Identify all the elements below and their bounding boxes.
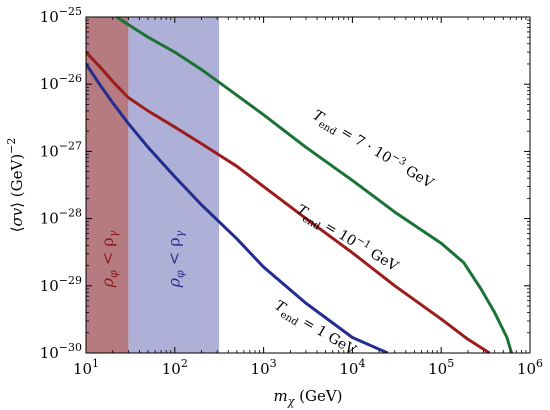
- region-1: [86, 17, 129, 353]
- curve-label-3: Tend = 1 GeV: [270, 298, 359, 362]
- curve-label-2: Tend = 10−1 GeV: [292, 200, 402, 278]
- y-tick-label-6: 10−25: [40, 5, 82, 26]
- series-line-1: [115, 17, 513, 353]
- plot-frame: [85, 16, 531, 354]
- y-axis-title: ⟨σv⟩ (GeV)−2: [5, 138, 26, 233]
- x-tick-label-6: 106: [517, 357, 543, 378]
- x-tick-label-2: 102: [162, 357, 188, 378]
- region-label-1: ρφ < ργ: [98, 230, 120, 288]
- y-tick-label-3: 10−28: [40, 207, 82, 228]
- y-tick-label-1: 10−30: [40, 341, 82, 362]
- curve-label-1: Tend = 7 · 10−3 GeV: [308, 105, 438, 194]
- x-tick-label-3: 103: [251, 357, 277, 378]
- x-tick-label-4: 104: [339, 357, 365, 378]
- series-line-3: [86, 63, 389, 353]
- x-tick-label-1: 101: [73, 357, 99, 378]
- region-2: [128, 17, 220, 353]
- series-group: [86, 17, 513, 353]
- x-tick-label-5: 105: [428, 357, 454, 378]
- region-label-2: ρφ < ργ: [165, 230, 187, 288]
- y-tick-label-2: 10−29: [40, 274, 82, 295]
- x-axis-title: mχ (GeV): [273, 387, 342, 408]
- y-tick-label-4: 10−27: [40, 139, 82, 160]
- series-line-2: [86, 51, 491, 353]
- y-tick-label-5: 10−26: [40, 72, 82, 93]
- axis-ticks: 101 102 103 104 105 106 10−30 10−29 10−28 10−27 10…: [40, 5, 543, 378]
